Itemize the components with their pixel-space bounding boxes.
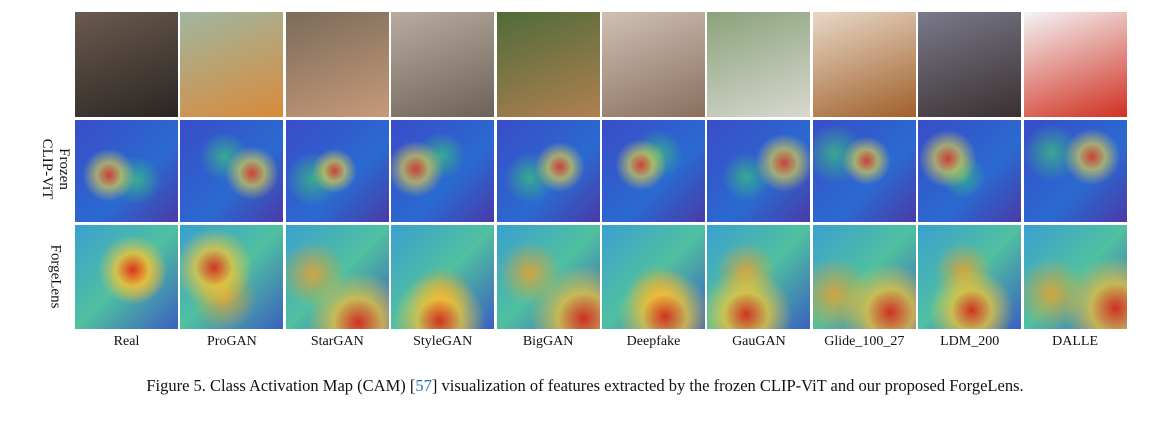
column-label: StyleGAN [413,334,473,349]
column-label: GauGAN [732,334,786,349]
image-placeholder [918,12,1022,117]
image-placeholder [75,12,178,117]
column-label: BigGAN [522,334,574,349]
cam-image-placeholder [180,120,284,222]
column-label: StarGAN [310,334,364,349]
cam-image-placeholder [496,120,600,222]
row-label: ForgeLens [47,227,64,327]
image-placeholder [180,12,284,117]
cam-image-placeholder [602,120,705,222]
cam-image-placeholder [812,225,916,329]
cam-image-placeholder [285,120,389,222]
column-label: Deepfake [626,334,681,349]
caption-text: ] visualization of features extracted by… [431,376,1024,395]
row-label-line: Frozen [56,148,72,190]
image-placeholder [707,12,811,117]
column-label: Real [113,334,140,349]
cam-image-placeholder [391,120,495,222]
image-placeholder [812,12,916,117]
citation-link[interactable]: 57 [415,376,432,395]
cam-image-placeholder [707,120,811,222]
column-label: DALLE [1052,334,1099,349]
cam-image-placeholder [1023,225,1127,329]
image-placeholder [391,12,495,117]
cam-image-placeholder [496,225,600,329]
image-placeholder [602,12,705,117]
cam-image-placeholder [918,120,1022,222]
caption: Figure 5. Class Activation Map (CAM) [57… [0,376,1170,396]
cam-image-placeholder [75,120,178,222]
column-label: ProGAN [207,334,257,349]
row-label-line: CLIP-ViT [39,138,55,200]
caption-text: Figure 5. Class Activation Map (CAM) [ [146,376,416,395]
cam-image-placeholder [707,225,811,329]
cam-image-placeholder [75,225,178,329]
cam-image-placeholder [391,225,495,329]
cam-image-placeholder [285,225,389,329]
cam-image-placeholder [602,225,705,329]
row-label-line: ForgeLens [47,244,64,309]
cam-image-placeholder [1023,120,1127,222]
column-label: Glide_100_27 [824,334,905,349]
column-label: LDM_200 [940,334,1000,349]
row-label: Frozen CLIP-ViT [38,119,72,219]
image-placeholder [496,12,600,117]
image-placeholder [1023,12,1127,117]
cam-image-placeholder [812,120,916,222]
cam-image-placeholder [918,225,1022,329]
image-placeholder [285,12,389,117]
cam-image-placeholder [180,225,284,329]
